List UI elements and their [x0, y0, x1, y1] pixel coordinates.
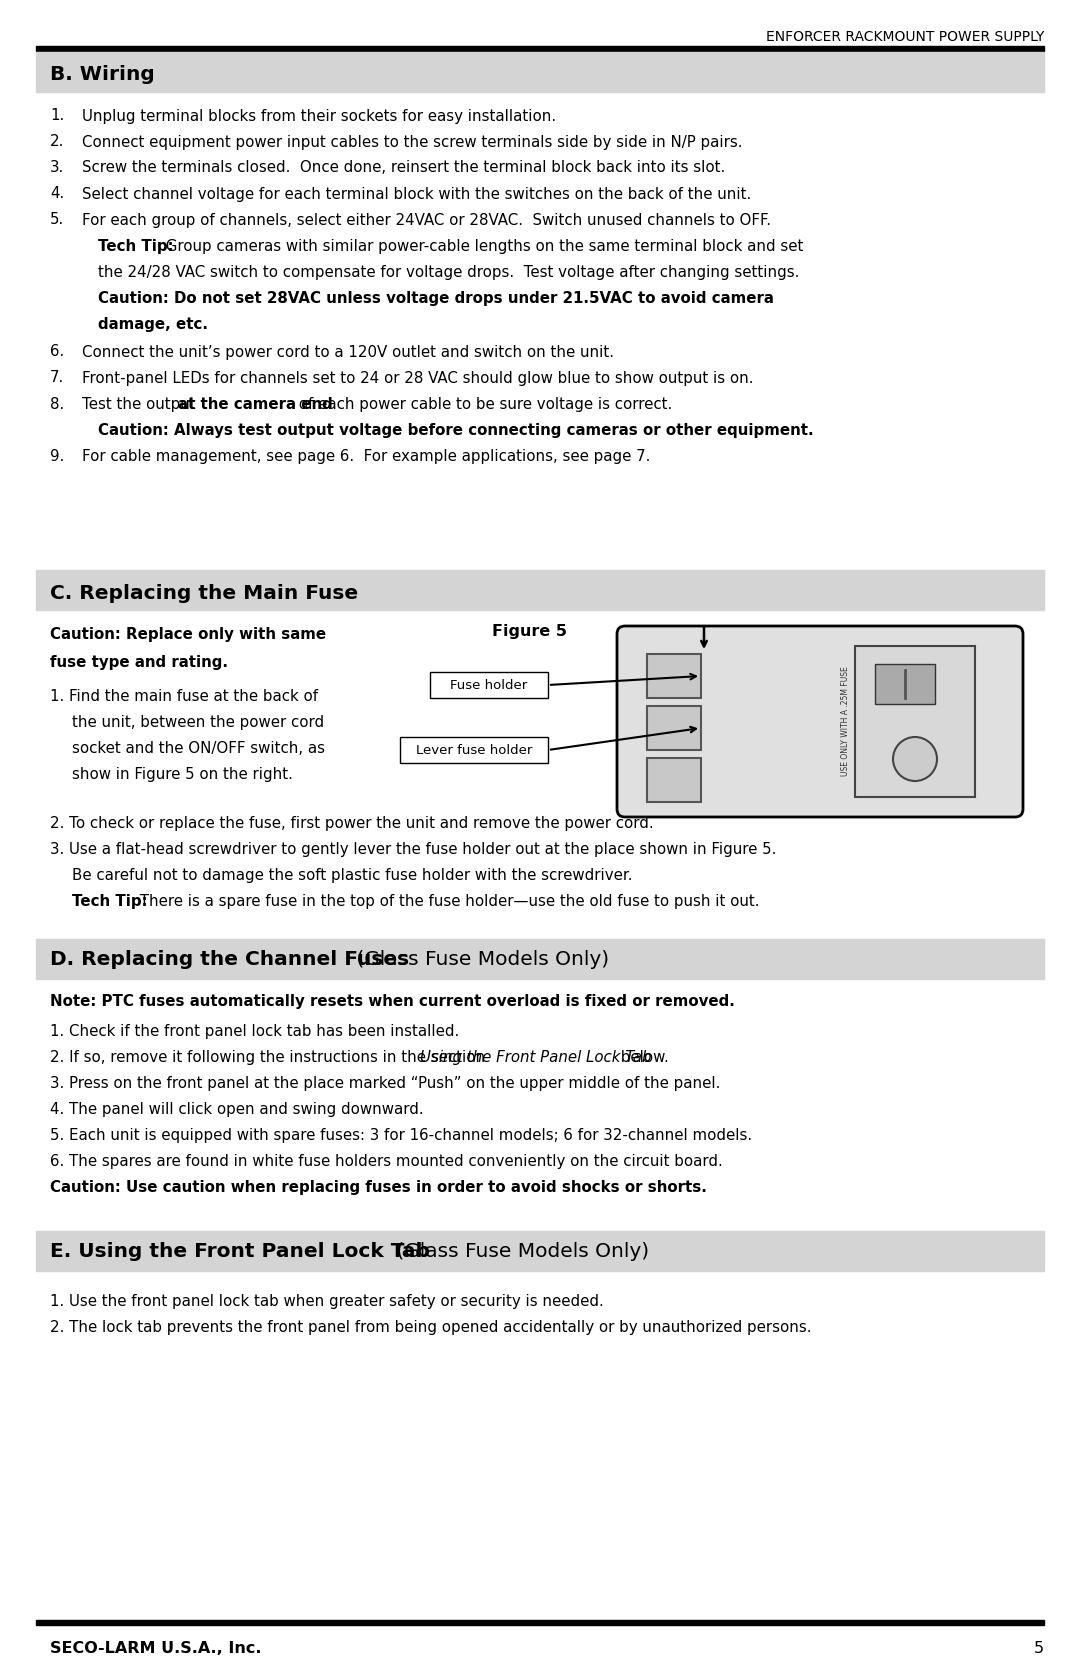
Text: Using the Front Panel Lock Tab: Using the Front Panel Lock Tab	[420, 1050, 651, 1065]
Text: 6.: 6.	[50, 344, 64, 359]
Bar	[647, 654, 701, 698]
Text: 8.: 8.	[50, 397, 64, 412]
Text: 2.: 2.	[50, 135, 65, 150]
Text: Note: PTC fuses automatically resets when current overload is fixed or removed.: Note: PTC fuses automatically resets whe…	[50, 993, 734, 1008]
Text: E. Using the Front Panel Lock Tab: E. Using the Front Panel Lock Tab	[50, 1242, 430, 1260]
Bar	[36, 571, 1044, 609]
Text: Connect the unit’s power cord to a 120V outlet and switch on the unit.: Connect the unit’s power cord to a 120V …	[82, 344, 615, 359]
Text: Tech Tip:: Tech Tip:	[98, 239, 174, 254]
Text: (Glass Fuse Models Only): (Glass Fuse Models Only)	[350, 950, 609, 968]
Text: Caution: Use caution when replacing fuses in order to avoid shocks or shorts.: Caution: Use caution when replacing fuse…	[50, 1180, 707, 1195]
Text: SECO-LARM U.S.A., Inc.: SECO-LARM U.S.A., Inc.	[50, 1641, 261, 1656]
Text: Lever fuse holder: Lever fuse holder	[416, 743, 532, 756]
Text: (Glass Fuse Models Only): (Glass Fuse Models Only)	[390, 1242, 649, 1260]
Text: 7.: 7.	[50, 371, 64, 386]
Text: show in Figure 5 on the right.: show in Figure 5 on the right.	[72, 766, 293, 781]
Bar	[875, 664, 935, 704]
FancyBboxPatch shape	[617, 626, 1023, 818]
Text: 1. Find the main fuse at the back of: 1. Find the main fuse at the back of	[50, 689, 319, 704]
Text: fuse type and rating.: fuse type and rating.	[50, 654, 228, 669]
Text: USE ONLY WITH A .25M FUSE: USE ONLY WITH A .25M FUSE	[840, 666, 850, 776]
Text: 5. Each unit is equipped with spare fuses: 3 for 16-channel models; 6 for 32-cha: 5. Each unit is equipped with spare fuse…	[50, 1128, 752, 1143]
Text: For cable management, see page 6.  For example applications, see page 7.: For cable management, see page 6. For ex…	[82, 449, 650, 464]
Text: 6. The spares are found in white fuse holders mounted conveniently on the circui: 6. The spares are found in white fuse ho…	[50, 1153, 723, 1168]
Text: 5: 5	[1034, 1641, 1044, 1656]
Text: 5.: 5.	[50, 212, 64, 227]
Text: Caution: Do not set 28VAC unless voltage drops under 21.5VAC to avoid camera: Caution: Do not set 28VAC unless voltage…	[98, 290, 774, 305]
Text: the unit, between the power cord: the unit, between the power cord	[72, 714, 324, 729]
Text: Select channel voltage for each terminal block with the switches on the back of : Select channel voltage for each terminal…	[82, 187, 752, 202]
Text: ENFORCER RACKMOUNT POWER SUPPLY: ENFORCER RACKMOUNT POWER SUPPLY	[766, 30, 1044, 43]
Text: Be careful not to damage the soft plastic fuse holder with the screwdriver.: Be careful not to damage the soft plasti…	[72, 868, 633, 883]
Text: 1. Check if the front panel lock tab has been installed.: 1. Check if the front panel lock tab has…	[50, 1023, 459, 1038]
Bar	[36, 1621, 1044, 1626]
Text: Group cameras with similar power-cable lengths on the same terminal block and se: Group cameras with similar power-cable l…	[161, 239, 804, 254]
Bar	[36, 1232, 1044, 1272]
Text: C. Replacing the Main Fuse: C. Replacing the Main Fuse	[50, 584, 359, 603]
Text: at the camera end: at the camera end	[178, 397, 333, 412]
Text: below.: below.	[616, 1050, 669, 1065]
Bar	[647, 706, 701, 749]
Text: damage, etc.: damage, etc.	[98, 317, 208, 332]
Text: 3. Use a flat-head screwdriver to gently lever the fuse holder out at the place : 3. Use a flat-head screwdriver to gently…	[50, 841, 777, 856]
Text: Connect equipment power input cables to the screw terminals side by side in N/P : Connect equipment power input cables to …	[82, 135, 743, 150]
Text: 3.: 3.	[50, 160, 64, 175]
Bar	[430, 673, 548, 698]
Text: 9.: 9.	[50, 449, 64, 464]
Bar	[36, 52, 1044, 92]
Bar	[36, 47, 1044, 52]
Bar	[647, 758, 701, 803]
Text: 4.: 4.	[50, 187, 64, 202]
Text: socket and the ON/OFF switch, as: socket and the ON/OFF switch, as	[72, 741, 325, 756]
Text: 4. The panel will click open and swing downward.: 4. The panel will click open and swing d…	[50, 1102, 423, 1117]
Text: There is a spare fuse in the top of the fuse holder—use the old fuse to push it : There is a spare fuse in the top of the …	[135, 893, 759, 908]
Bar	[400, 738, 548, 763]
Text: B. Wiring: B. Wiring	[50, 65, 154, 85]
Text: Unplug terminal blocks from their sockets for easy installation.: Unplug terminal blocks from their socket…	[82, 108, 556, 124]
Text: Test the output: Test the output	[82, 397, 201, 412]
Text: For each group of channels, select either 24VAC or 28VAC.  Switch unused channel: For each group of channels, select eithe…	[82, 212, 771, 227]
Text: of each power cable to be sure voltage is correct.: of each power cable to be sure voltage i…	[294, 397, 672, 412]
Text: 2. To check or replace the fuse, first power the unit and remove the power cord.: 2. To check or replace the fuse, first p…	[50, 816, 653, 831]
Text: Front-panel LEDs for channels set to 24 or 28 VAC should glow blue to show outpu: Front-panel LEDs for channels set to 24 …	[82, 371, 754, 386]
Text: 1. Use the front panel lock tab when greater safety or security is needed.: 1. Use the front panel lock tab when gre…	[50, 1293, 604, 1308]
Text: 3. Press on the front panel at the place marked “Push” on the upper middle of th: 3. Press on the front panel at the place…	[50, 1075, 720, 1090]
Text: 2. The lock tab prevents the front panel from being opened accidentally or by un: 2. The lock tab prevents the front panel…	[50, 1320, 811, 1335]
Text: 2. If so, remove it following the instructions in the section: 2. If so, remove it following the instru…	[50, 1050, 490, 1065]
Bar	[855, 646, 975, 798]
Text: Figure 5: Figure 5	[492, 624, 567, 639]
Circle shape	[893, 738, 937, 781]
Bar	[36, 940, 1044, 980]
Text: D. Replacing the Channel Fuses: D. Replacing the Channel Fuses	[50, 950, 409, 968]
Text: the 24/28 VAC switch to compensate for voltage drops.  Test voltage after changi: the 24/28 VAC switch to compensate for v…	[98, 264, 799, 279]
Text: Caution: Replace only with same: Caution: Replace only with same	[50, 626, 326, 641]
Text: 1.: 1.	[50, 108, 64, 124]
Text: Fuse holder: Fuse holder	[450, 679, 528, 691]
Text: Screw the terminals closed.  Once done, reinsert the terminal block back into it: Screw the terminals closed. Once done, r…	[82, 160, 726, 175]
Text: Tech Tip:: Tech Tip:	[72, 893, 148, 908]
Text: Caution: Always test output voltage before connecting cameras or other equipment: Caution: Always test output voltage befo…	[98, 422, 813, 437]
